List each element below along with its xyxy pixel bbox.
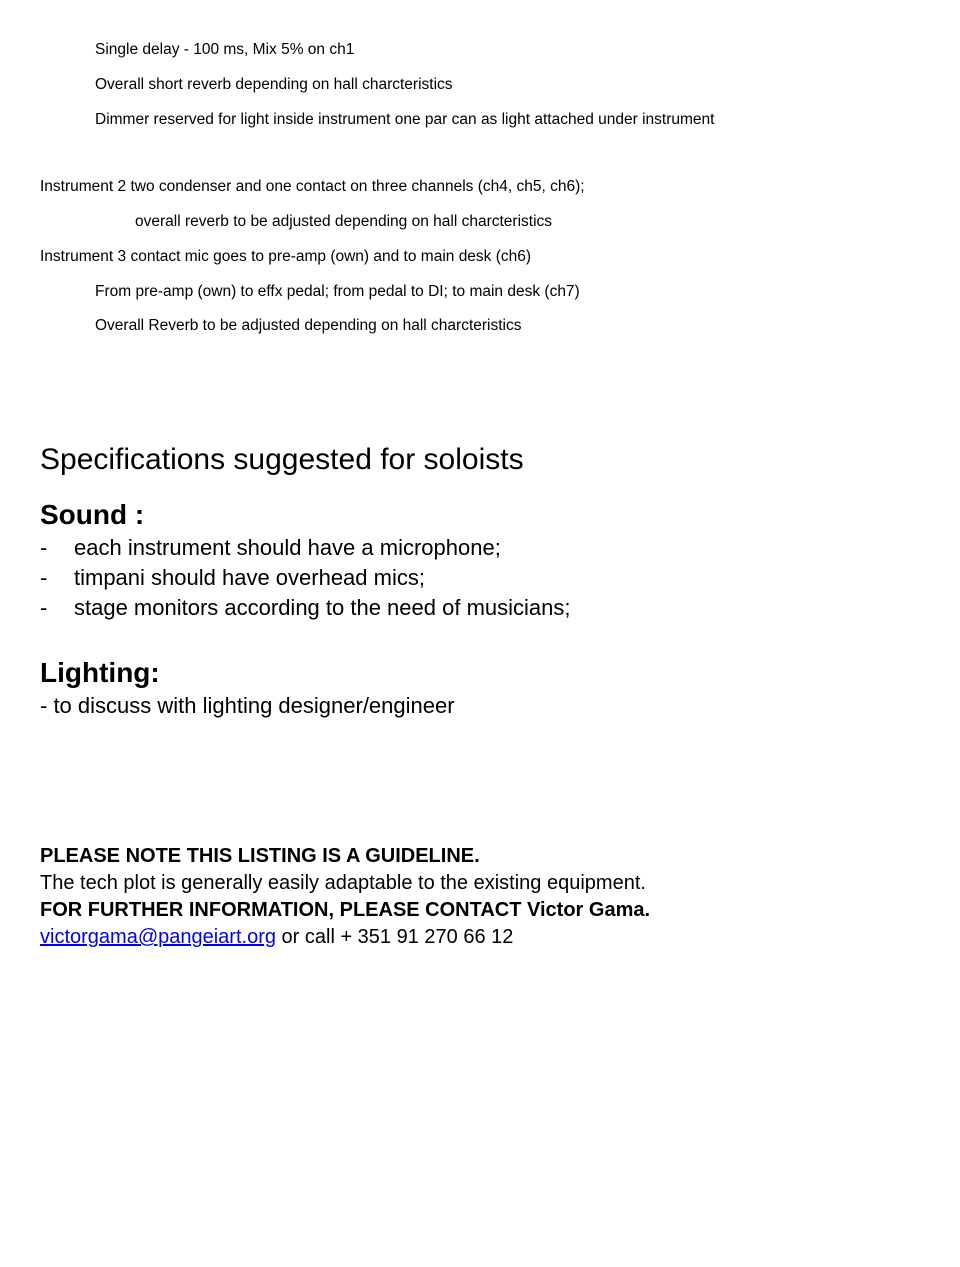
instrument3-l1: Instrument 3 contact mic goes to pre-amp… [40,247,920,268]
list-dash: - [40,535,74,561]
instrument3-l2: From pre-amp (own) to effx pedal; from p… [40,282,920,303]
lighting-line: - to discuss with lighting designer/engi… [40,693,920,719]
dimmer-line: Dimmer reserved for light inside instrum… [40,110,920,131]
sound-item: - stage monitors according to the need o… [40,595,920,621]
reverb-line: Overall short reverb depending on hall c… [40,75,920,96]
sound-item-text: each instrument should have a microphone… [74,535,501,561]
instrument2-l2: overall reverb to be adjusted depending … [40,212,920,233]
note-l2: The tech plot is generally easily adapta… [40,870,920,897]
list-dash: - [40,565,74,591]
sound-item-text: timpani should have overhead mics; [74,565,425,591]
contact-tail: or call + 351 91 270 66 12 [276,926,513,948]
delay-line: Single delay - 100 ms, Mix 5% on ch1 [40,40,920,61]
note-l1: PLEASE NOTE THIS LISTING IS A GUIDELINE. [40,843,920,870]
sound-heading: Sound : [40,499,920,531]
list-dash: - [40,595,74,621]
note-l3: FOR FURTHER INFORMATION, PLEASE CONTACT … [40,897,920,924]
sound-item: - each instrument should have a micropho… [40,535,920,561]
instrument3-l3: Overall Reverb to be adjusted depending … [40,316,920,337]
lighting-heading: Lighting: [40,657,920,689]
instrument2-l1: Instrument 2 two condenser and one conta… [40,177,920,198]
contact-email-link[interactable]: victorgama@pangeiart.org [40,926,276,948]
sound-item: - timpani should have overhead mics; [40,565,920,591]
specifications-heading: Specifications suggested for soloists [40,443,920,477]
note-contact: victorgama@pangeiart.org or call + 351 9… [40,924,920,951]
sound-item-text: stage monitors according to the need of … [74,595,571,621]
